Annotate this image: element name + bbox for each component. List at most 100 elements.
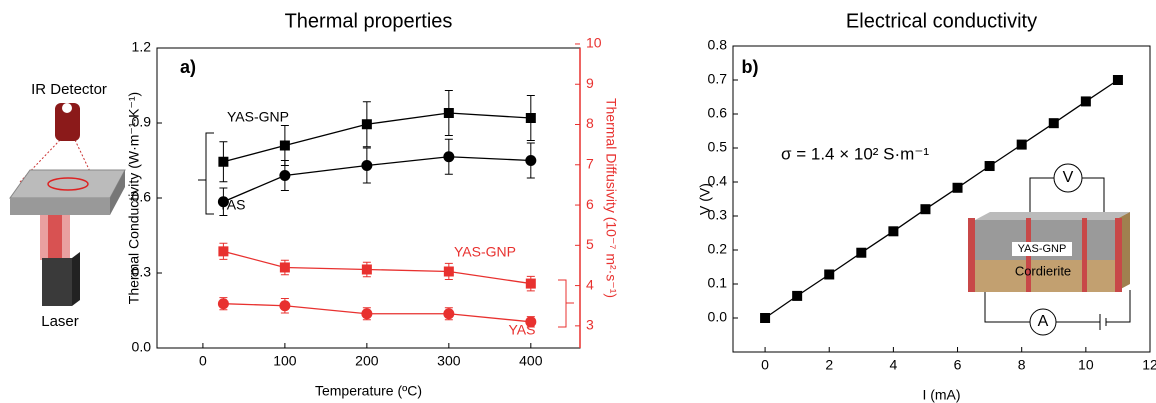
y2-tick-label: 7 xyxy=(586,155,594,171)
circuit-inset xyxy=(968,163,1131,336)
marker xyxy=(525,278,536,289)
marker xyxy=(1016,139,1027,150)
y-tick-label: 0.9 xyxy=(132,114,152,130)
annotation: YAS xyxy=(219,197,246,213)
label-box xyxy=(1012,242,1072,256)
laser xyxy=(42,258,72,306)
y-tick-label: 1.2 xyxy=(132,39,152,55)
y2-tick-label: 8 xyxy=(586,115,594,131)
y-tick-label: 0.3 xyxy=(708,207,728,223)
y-tick-label: 0.6 xyxy=(132,189,152,205)
electrode xyxy=(1082,218,1087,292)
annotation: σ = 1.4 × 10² S·m⁻¹ xyxy=(781,144,929,163)
ammeter xyxy=(1029,308,1057,336)
annotation: a) xyxy=(180,57,196,77)
bracket xyxy=(198,132,214,215)
marker xyxy=(218,156,229,167)
marker xyxy=(443,266,454,277)
annotation: b) xyxy=(742,57,759,77)
y2-tick-label: 9 xyxy=(586,75,594,91)
annotation: YAS-GNP xyxy=(1018,243,1067,255)
y-tick-label: 0.7 xyxy=(708,71,728,87)
annotation: A xyxy=(1038,313,1049,330)
marker xyxy=(952,182,963,193)
y2-tick-label: 3 xyxy=(586,317,594,333)
x-axis-label: I (mA) xyxy=(922,387,960,403)
marker xyxy=(856,247,867,258)
marker xyxy=(279,170,291,181)
marker xyxy=(361,308,373,320)
marker xyxy=(984,161,995,172)
spot xyxy=(47,177,89,191)
electrode xyxy=(1115,218,1122,292)
y-tick-label: 0.8 xyxy=(708,37,728,53)
chart-title: Thermal properties xyxy=(285,10,453,32)
marker xyxy=(525,316,537,328)
wire xyxy=(984,290,1131,323)
laser-beam xyxy=(48,215,62,260)
x-tick-label: 300 xyxy=(437,353,461,369)
annotation: V xyxy=(1063,169,1074,186)
x-tick-label: 12 xyxy=(1142,357,1156,373)
series-line xyxy=(223,156,531,203)
x-tick-label: 400 xyxy=(519,353,543,369)
series-line xyxy=(223,303,531,323)
y2-axis-label: Thermal Diffusivity (10⁻⁷ m²·s⁻¹) xyxy=(603,98,619,298)
marker xyxy=(361,160,373,171)
annotation: YAS-GNP xyxy=(454,244,516,260)
marker xyxy=(888,226,899,237)
marker xyxy=(1080,96,1091,107)
y-axis-label: V (V) xyxy=(697,183,713,215)
marker xyxy=(443,308,455,320)
marker xyxy=(824,269,835,280)
electrode xyxy=(968,218,975,292)
x-axis-label: Temperature (ºC) xyxy=(315,383,422,399)
y-axis-label: Thermal Conductivity (W·m⁻¹·K⁻¹) xyxy=(126,92,142,304)
x-tick-label: 10 xyxy=(1078,357,1094,373)
battery xyxy=(1099,314,1107,330)
y-tick-label: 0.0 xyxy=(708,309,728,325)
y2-tick-label: 6 xyxy=(586,196,594,212)
x-tick-label: 0 xyxy=(199,353,207,369)
setup-diagram xyxy=(9,103,126,306)
y-tick-label: 0.1 xyxy=(708,275,728,291)
annotation: Laser xyxy=(41,313,79,330)
marker xyxy=(1112,75,1123,85)
marker xyxy=(279,262,290,273)
marker xyxy=(1048,118,1059,129)
voltmeter xyxy=(1053,163,1083,193)
marker xyxy=(792,290,803,301)
x-tick-label: 4 xyxy=(889,357,897,373)
y-tick-label: 0.3 xyxy=(132,264,152,280)
sample-top xyxy=(9,169,126,199)
x-tick-label: 2 xyxy=(825,357,833,373)
y-tick-label: 0.6 xyxy=(708,105,728,121)
annotation: YAS xyxy=(509,322,536,338)
sample-side xyxy=(10,198,110,215)
x-tick-label: 8 xyxy=(1018,357,1026,373)
x-tick-label: 200 xyxy=(355,353,379,369)
sample-side xyxy=(110,170,125,215)
coating-top xyxy=(975,212,1130,220)
series-line xyxy=(764,79,1119,319)
marker xyxy=(217,196,229,208)
bracket xyxy=(558,279,574,328)
marker xyxy=(217,298,229,310)
detector-lens xyxy=(62,103,72,113)
x-tick-label: 6 xyxy=(954,357,962,373)
y-tick-label: 0.5 xyxy=(708,139,728,155)
marker xyxy=(443,151,455,163)
marker xyxy=(218,246,229,257)
y-tick-label: 0.0 xyxy=(132,339,152,355)
marker xyxy=(443,108,454,118)
marker xyxy=(760,313,771,323)
marker xyxy=(525,155,537,166)
y-tick-label: 0.4 xyxy=(708,173,728,189)
y2-tick-label: 4 xyxy=(586,276,594,292)
marker xyxy=(279,300,291,312)
marker xyxy=(361,119,372,130)
y2-tick-label: 10 xyxy=(586,35,602,51)
chart-title: Electrical conductivity xyxy=(846,10,1037,32)
